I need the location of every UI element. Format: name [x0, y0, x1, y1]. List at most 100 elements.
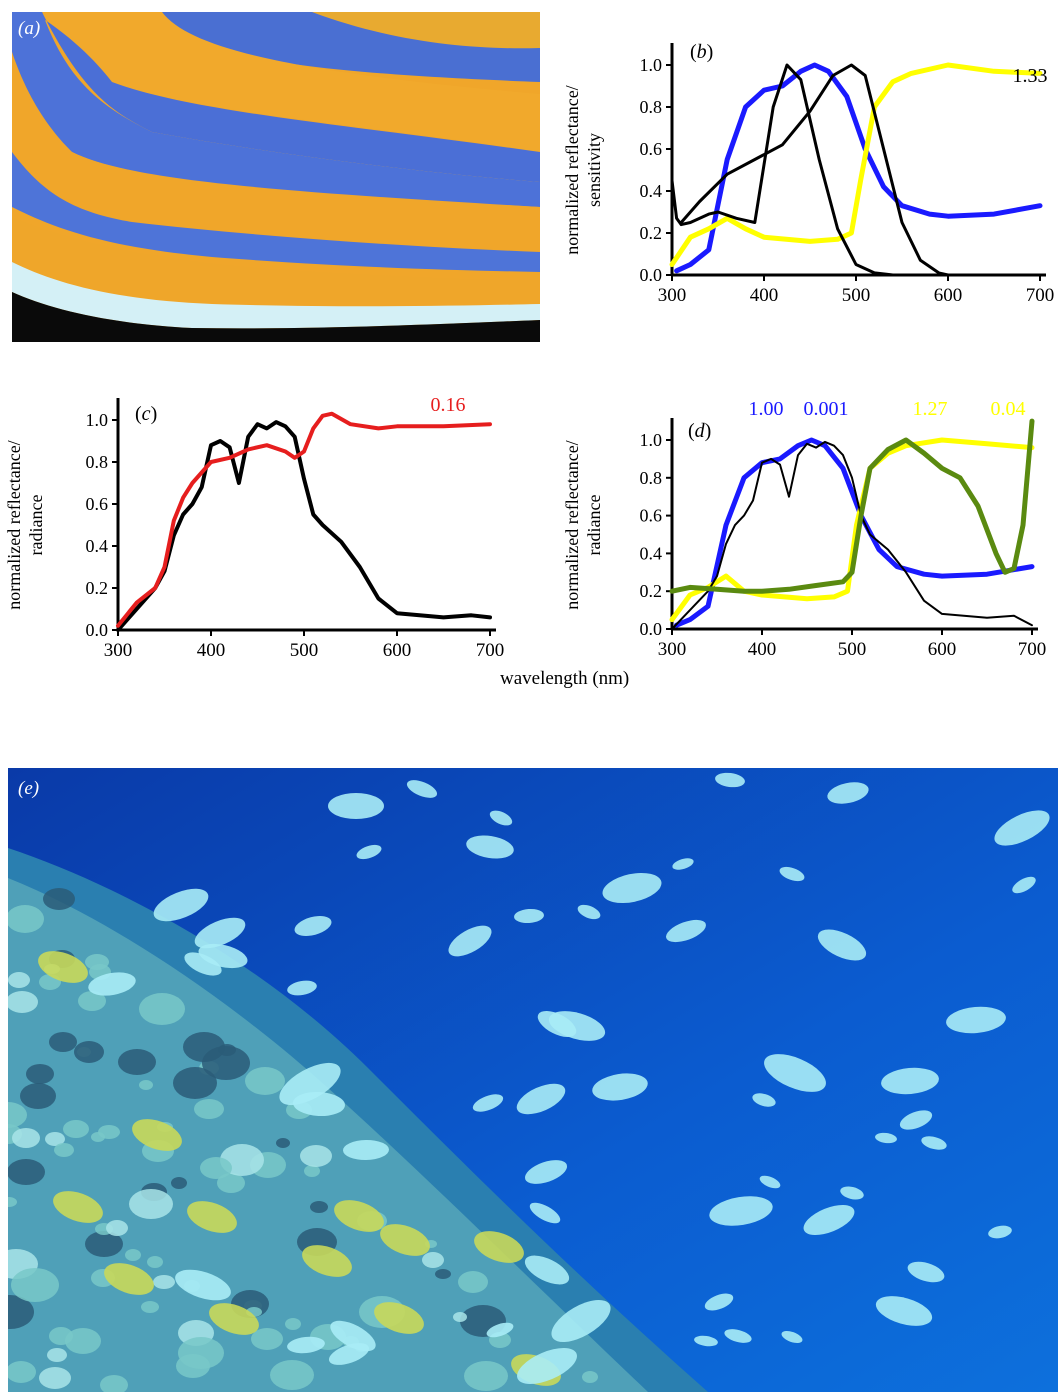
chart-c-xtick-label: 600 [383, 640, 412, 661]
pale-fish [881, 1067, 939, 1095]
chart-b-svg: normalized reflectance/ sensitivity 0.0 0… [562, 41, 1054, 306]
chart-d-series-2 [671, 440, 1033, 630]
coral-blob [139, 993, 185, 1025]
coral-blob [49, 1327, 73, 1345]
chart-d-xtick-label: 300 [658, 639, 687, 655]
chart-c-ylabel: normalized reflectance/ [4, 440, 24, 609]
chart-b-series-1 [669, 62, 1043, 267]
pale-fish [489, 810, 513, 826]
chart-b-series-2 [670, 63, 932, 277]
chart-d-series-0 [674, 437, 1035, 628]
pale-fish [577, 904, 601, 920]
chart-c-svg: normalized reflectance/ radiance 0.0 0.2 0… [4, 394, 504, 661]
chart-d-ytick-label: 0.2 [640, 581, 663, 601]
chart-d-panel-label: (d) [688, 420, 711, 442]
pale-fish [517, 1348, 577, 1384]
coral-blob [453, 1312, 467, 1322]
chart-c-ytick-label: 1.0 [86, 410, 109, 430]
chart-b-ytick-label: 0.4 [640, 181, 663, 201]
coral-blob [63, 1120, 89, 1138]
coral-blob [171, 1177, 187, 1189]
chart-d-annotation: 1.00 [749, 398, 784, 420]
pale-fish [330, 1320, 376, 1352]
coral-blob [458, 1271, 488, 1293]
pale-fish [406, 780, 438, 798]
yellow-fish [380, 1224, 430, 1256]
coral-blob [54, 1143, 74, 1157]
chart-d-svg: normalized reflectance/ radiance 0.0 0.2 0… [562, 398, 1046, 660]
pale-fish [666, 919, 706, 943]
pale-fish [287, 1336, 325, 1354]
coral-blob [304, 1165, 320, 1177]
chart-b-xtick-label: 400 [750, 285, 779, 306]
pale-fish [752, 1093, 776, 1107]
yellow-fish [209, 1303, 259, 1335]
yellow-fish [38, 951, 88, 983]
pale-fish [328, 1343, 370, 1365]
yellow-fish [132, 1119, 182, 1151]
pale-fish [817, 929, 867, 961]
chart-c-annotation: 0.16 [431, 394, 466, 416]
coral-blob [464, 1361, 508, 1391]
coral-blob [6, 905, 44, 933]
chart-c-ytick-label: 0.0 [86, 620, 109, 640]
coral-blob [78, 991, 106, 1011]
panel-e-label: (e) [18, 778, 40, 799]
coral-blob [7, 1159, 45, 1185]
chart-d-ytick-label: 0.6 [640, 506, 663, 526]
pale-fish [988, 1225, 1012, 1239]
chart-b: normalized reflectance/ sensitivity 0.0 0… [540, 10, 1058, 330]
chart-c-series-0 [116, 420, 492, 632]
pale-fish [764, 1054, 826, 1092]
pale-fish [486, 1322, 514, 1338]
chart-d-xtick-label: 500 [838, 639, 867, 655]
pale-fish [551, 1300, 611, 1342]
chart-c-ytick-label: 0.4 [86, 536, 109, 556]
coral-blob [422, 1252, 444, 1268]
pale-fish [592, 1073, 648, 1101]
pale-fish [524, 1160, 568, 1184]
pale-fish [827, 782, 869, 804]
coral-blob [245, 1067, 285, 1095]
chart-c-ylabel-line2: radiance [26, 495, 46, 556]
chart-b-ytick-label: 0.0 [640, 265, 663, 285]
coral-blob [270, 1360, 314, 1390]
pale-fish [198, 943, 248, 969]
chart-b-series-3 [679, 63, 950, 277]
coral-blob [147, 1256, 163, 1268]
coral-blob [276, 1138, 290, 1148]
pale-fish [875, 1132, 897, 1144]
chart-b-panel-label: (b) [690, 41, 713, 63]
chart-b-ytick-label: 0.6 [640, 139, 663, 159]
chart-c: normalized reflectance/ radiance 0.0 0.2 0… [0, 385, 530, 685]
coral-blob [217, 1173, 245, 1193]
pale-fish [514, 908, 544, 924]
pale-fish [472, 1094, 504, 1112]
coral-blob [118, 1049, 156, 1075]
chart-b-ylabel: normalized reflectance/ [562, 85, 582, 254]
pale-fish [88, 972, 136, 996]
pale-fish [946, 1006, 1006, 1034]
chart-d-ytick-label: 1.0 [640, 430, 663, 450]
pale-fish [704, 1293, 734, 1311]
coral-blob [435, 1269, 451, 1279]
chart-b-xtick-label: 600 [934, 285, 963, 306]
coral-blob [8, 972, 30, 988]
coral-blob [49, 1032, 77, 1052]
chart-d-annotation: 0.04 [991, 398, 1026, 420]
chart-d-ytick-label: 0.4 [640, 543, 663, 563]
chart-d-series-3 [669, 418, 1035, 594]
coral-blob [20, 1083, 56, 1109]
chart-b-xtick-label: 300 [658, 285, 687, 306]
pale-fish [466, 835, 514, 859]
pale-fish [328, 793, 384, 819]
yellow-fish [53, 1191, 103, 1223]
pale-fish [287, 980, 317, 996]
coral-blob [100, 1375, 128, 1395]
coral-blob [582, 1371, 598, 1383]
fish-school [38, 772, 1050, 1386]
pale-fish [759, 1175, 781, 1189]
coral-blob [98, 1125, 120, 1139]
coral-blob [285, 1318, 301, 1330]
pale-fish [356, 844, 382, 860]
